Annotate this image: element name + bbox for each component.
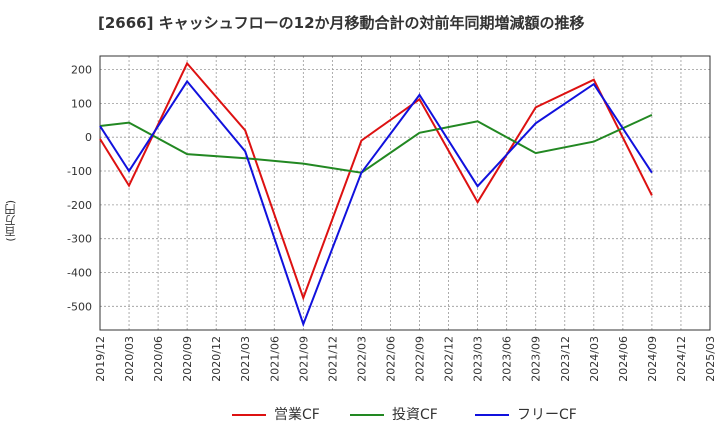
y-tick-label: -300 xyxy=(67,233,92,246)
x-tick-label: 2021/03 xyxy=(239,336,252,382)
legend-label-investing-cf: 投資CF xyxy=(392,407,438,423)
grid-lines xyxy=(100,56,710,330)
legend-swatch-free-cf xyxy=(475,414,509,416)
x-tick-label: 2021/12 xyxy=(326,336,339,382)
x-tick-label: 2023/06 xyxy=(501,336,514,382)
x-tick-label: 2023/09 xyxy=(530,336,543,382)
x-tick-label: 2021/09 xyxy=(297,336,310,382)
x-tick-label: 2024/06 xyxy=(617,336,630,382)
legend-item-operating-cf: 営業CF xyxy=(232,404,320,424)
x-tick-label: 2020/09 xyxy=(181,336,194,382)
x-tick-label: 2024/03 xyxy=(588,336,601,382)
series-lines xyxy=(99,61,653,328)
legend-item-investing-cf: 投資CF xyxy=(350,404,438,424)
y-tick-label: -200 xyxy=(67,199,92,212)
y-tick-label: 200 xyxy=(71,64,92,77)
legend-label-free-cf: フリーCF xyxy=(517,407,577,423)
x-tick-label: 2021/06 xyxy=(268,336,281,382)
x-tick-labels: 2019/12 2020/03 2020/06 2020/09 2020/12 2021/… xyxy=(94,336,717,382)
axes xyxy=(99,55,711,331)
legend-label-operating-cf: 営業CF xyxy=(274,407,320,423)
x-tick-label: 2024/12 xyxy=(675,336,688,382)
legend-swatch-investing-cf xyxy=(350,414,384,416)
y-tick-labels: 200 100 0 -100 -200 -300 -400 -500 xyxy=(67,64,92,314)
x-tick-label: 2020/12 xyxy=(210,336,223,382)
x-tick-label: 2019/12 xyxy=(94,336,107,382)
x-tick-label: 2023/03 xyxy=(472,336,485,382)
x-tick-label: 2022/03 xyxy=(355,336,368,382)
series-line-1 xyxy=(99,113,653,174)
y-tick-label: 100 xyxy=(71,97,92,110)
x-tick-label: 2020/06 xyxy=(152,336,165,382)
series-line-0 xyxy=(99,61,653,301)
series-line-2 xyxy=(99,79,653,328)
x-tick-label: 2022/09 xyxy=(414,336,427,382)
y-tick-label: 0 xyxy=(85,131,92,144)
x-tick-label: 2020/03 xyxy=(123,336,136,382)
y-tick-label: -500 xyxy=(67,300,92,313)
x-tick-label: 2022/12 xyxy=(443,336,456,382)
plot-area-border xyxy=(99,55,711,331)
x-tick-label: 2023/12 xyxy=(559,336,572,382)
legend-swatch-operating-cf xyxy=(232,414,266,416)
x-tick-label: 2024/09 xyxy=(646,336,659,382)
chart-title: [2666] キャッシュフローの12か月移動合計の対前年同期増減額の推移 xyxy=(98,14,585,32)
x-tick-label: 2022/06 xyxy=(384,336,397,382)
x-tick-label: 2025/03 xyxy=(704,336,717,382)
y-tick-label: -400 xyxy=(67,266,92,279)
legend-item-free-cf: フリーCF xyxy=(475,404,577,424)
y-tick-label: -100 xyxy=(67,165,92,178)
